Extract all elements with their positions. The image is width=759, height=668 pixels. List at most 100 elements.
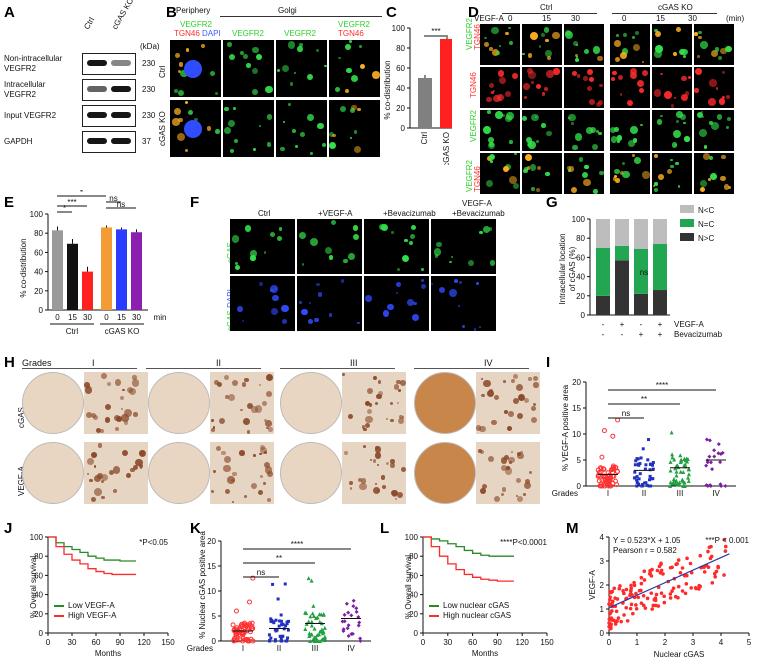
micro-spot: [368, 402, 373, 407]
k-point: [237, 637, 243, 643]
d-divider-ko: [612, 13, 717, 14]
m-point: [713, 575, 718, 579]
tissue-core: [148, 372, 210, 434]
tissue-core: [280, 442, 342, 504]
g-bar-segment: [615, 219, 629, 246]
g-treat-label: VEGF-A: [674, 320, 704, 329]
micro-spot: [224, 456, 232, 464]
micro-spot: [721, 154, 727, 160]
m-point: [639, 581, 644, 586]
panel-label-i: I: [546, 354, 551, 371]
micro-spot: [488, 227, 493, 231]
m-point: [608, 595, 612, 599]
micro-spot: [294, 144, 298, 148]
k-x-label: II: [277, 644, 281, 653]
i-point: [651, 463, 655, 467]
micro-spot: [709, 79, 717, 87]
k-point: [233, 608, 239, 614]
d-divider-ctrl: [502, 13, 597, 14]
micro-spot: [576, 74, 581, 78]
i-x-label: IV: [712, 489, 720, 498]
h-grade-divider: [414, 368, 529, 369]
l-y-tick-label: 20: [409, 610, 418, 619]
micro-spot: [343, 450, 348, 455]
c-bar: [418, 78, 432, 128]
micro-f-cell: [297, 276, 362, 331]
e-group-label: Ctrl: [66, 327, 79, 336]
micro-spot: [239, 450, 245, 456]
i-point: [635, 475, 639, 479]
micro-spot: [227, 42, 232, 48]
m-point: [609, 590, 613, 595]
i-point: [614, 468, 620, 474]
micro-spot: [396, 401, 399, 404]
panel-label-j: J: [4, 520, 13, 537]
micro-spot: [595, 101, 601, 107]
i-point: [672, 457, 677, 462]
micro-spot: [634, 30, 639, 35]
m-point: [649, 574, 654, 578]
micro-spot: [104, 403, 111, 410]
micro-spot: [224, 374, 230, 380]
m-point: [722, 537, 727, 542]
micro-spot: [376, 464, 379, 467]
micro-spot: [488, 153, 496, 160]
micro-spot: [636, 79, 645, 88]
blot-frame: [82, 53, 136, 75]
micro-spot: [250, 250, 257, 257]
m-point: [654, 592, 659, 597]
micro-spot: [357, 321, 360, 325]
micro-spot: [350, 74, 359, 83]
i-point: [707, 438, 712, 443]
micro-spot: [365, 415, 374, 424]
micro-spot: [483, 126, 492, 134]
micro-spot: [344, 88, 350, 94]
b-ch1-vegfr2: VEGFR2: [180, 20, 213, 29]
panel-label-f: F: [190, 194, 200, 211]
micro-spot: [498, 44, 502, 47]
micro-spot: [270, 231, 276, 237]
h-grade-divider: [280, 368, 395, 369]
micro-spot: [264, 466, 273, 474]
micro-spot: [640, 123, 643, 127]
i-point: [648, 474, 652, 478]
k-point: [307, 631, 312, 636]
i-point: [682, 484, 687, 488]
micro-spot: [225, 489, 231, 494]
k-point: [278, 619, 282, 623]
m-point: [641, 603, 646, 608]
m-point: [628, 593, 632, 598]
g-legend-swatch: [680, 219, 694, 227]
micro-spot: [138, 463, 143, 468]
micro-spot: [702, 153, 710, 160]
blot-frame: [82, 105, 136, 127]
micro-spot: [574, 133, 583, 142]
k-point: [317, 619, 322, 624]
micro-spot: [710, 122, 719, 131]
micro-spot: [408, 240, 413, 246]
k-point: [249, 624, 255, 630]
micro-spot: [281, 304, 289, 313]
k-point: [354, 606, 359, 611]
micro-spot: [531, 186, 535, 191]
header-golgi: Golgi: [278, 6, 297, 15]
m-point: [612, 618, 616, 623]
micro-spot: [510, 378, 516, 384]
micro-spot: [257, 489, 263, 495]
micro-spot: [632, 138, 638, 143]
g-y-tick-label: 20: [576, 292, 585, 301]
micro-spot: [480, 377, 483, 380]
m-point: [668, 565, 673, 570]
micro-spot: [211, 428, 216, 433]
l-y-tick-label: 40: [409, 591, 418, 600]
micro-spot: [655, 31, 662, 38]
micro-spot: [615, 56, 621, 62]
micro-spot: [504, 467, 513, 475]
tissue-core: [414, 442, 476, 504]
micro-spot: [626, 99, 633, 107]
i-point: [648, 468, 652, 472]
m-point: [671, 586, 676, 590]
micro-spot: [86, 457, 94, 465]
g-bar-segment: [615, 260, 629, 315]
panel-label-h: H: [4, 354, 15, 371]
